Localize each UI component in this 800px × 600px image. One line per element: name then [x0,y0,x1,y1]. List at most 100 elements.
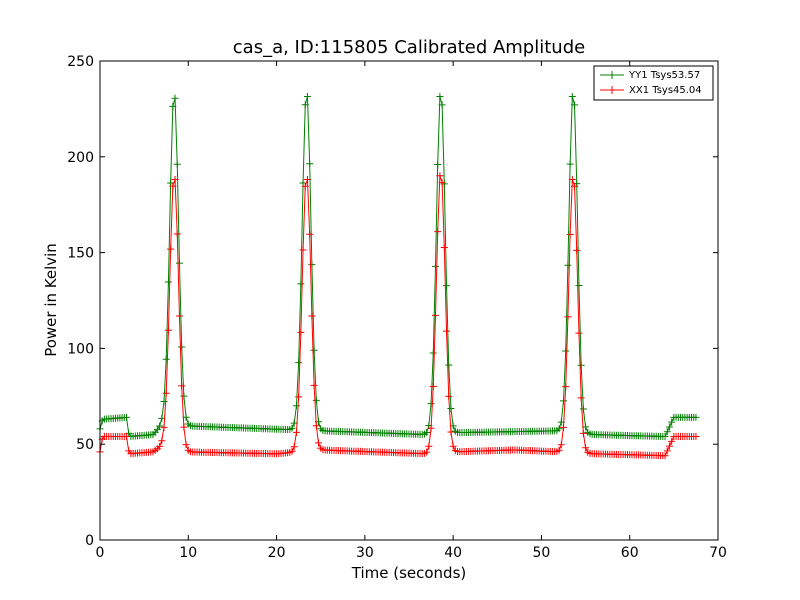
x-tick-label-3: 30 [356,545,374,561]
series-1-point-258 [665,442,673,450]
series-1-point-212 [564,313,572,321]
series-1 [96,172,700,460]
series-1-point-154 [436,172,444,180]
series-1-point-256 [661,452,669,460]
series-1-point-91 [297,328,305,336]
series-0-point-259 [668,418,676,426]
series-1-point-36 [175,312,183,320]
series-1-point-90 [295,393,303,401]
y-tick-label-1: 50 [76,437,94,453]
series-0-point-257 [663,428,671,436]
series-0-point-219 [579,405,587,413]
series-1-point-210 [560,423,567,431]
series-1-point-216 [573,246,581,254]
y-tick-label-4: 200 [67,150,94,166]
series-1-point-153 [434,228,442,236]
series-1-point-30 [162,389,170,397]
series-1-point-27 [156,442,164,450]
x-tick-label-4: 40 [444,545,462,561]
series-1-point-157 [443,327,451,335]
series-1-point-92 [299,246,307,254]
legend-marker-xx1 [608,86,616,94]
series-1-point-98 [312,422,320,430]
series-0-point-153 [434,161,442,169]
series-1-point-89 [292,428,300,436]
series-0-point-150 [427,400,435,408]
x-axis-label: Time (seconds) [351,564,467,582]
legend-box [593,65,714,101]
series-1-point-32 [167,245,175,253]
series-1-point-31 [164,326,172,334]
y-tick-label-0: 0 [85,533,94,549]
series-1-point-156 [440,244,448,252]
series-1-point-270 [692,433,700,441]
series-0-point-212 [564,261,572,269]
series-1-point-96 [308,312,316,320]
series-1-point-35 [173,230,181,238]
series-1-point-219 [579,429,587,437]
legend-label-xx1: XX1 Tsys45.04 [629,85,702,96]
y-tick-label-5: 250 [67,54,94,70]
series-0-point-213 [566,160,574,168]
ticks-layer: 0 10 20 30 40 50 60 70 0 50 100 150 200 250 [67,54,727,561]
series-0-point-154 [436,93,444,101]
series-0-point-29 [160,397,168,405]
series-1-point-213 [566,231,574,239]
legend: YY1 Tsys53.57 XX1 Tsys45.04 [593,65,714,101]
series-1-point-95 [306,230,314,238]
series-0-point-33 [169,102,177,110]
series-1-point-158 [445,392,453,400]
series-1-point-220 [582,444,590,452]
series-1-point-208 [555,446,563,454]
series-0-point-159 [447,405,455,412]
series-0-point-94 [303,92,311,100]
series-0-point-93 [301,101,309,109]
y-tick-label-2: 100 [67,341,94,357]
series-0-point-27 [156,422,164,430]
series-1-point-214 [568,176,576,184]
x-tick-label-1: 10 [179,545,197,561]
series-1-point-152 [431,311,439,319]
series-0-point-151 [429,349,437,357]
series-0-point-26 [153,426,161,434]
series-1-point-160 [449,442,457,450]
series-layer [96,92,700,460]
series-0-point-91 [297,280,305,288]
series-1-point-93 [301,182,309,190]
x-tick-label-2: 20 [268,545,286,561]
series-1-point-215 [571,182,579,190]
series-0-point-158 [445,361,453,369]
series-0-point-157 [443,282,451,290]
series-1-point-257 [663,447,671,455]
series-0-point-36 [175,259,183,267]
series-1-point-155 [438,179,446,187]
x-tick-label-5: 50 [533,545,551,561]
series-0-point-256 [661,433,669,441]
series-1-point-159 [447,428,455,436]
series-0-point-95 [306,160,314,168]
series-0-point-30 [162,355,170,363]
series-0 [96,92,700,441]
series-1-point-149 [425,442,433,450]
series-0-point-90 [295,359,303,367]
series-0-point-38 [180,392,188,400]
series-1-point-88 [290,443,298,451]
series-0-point-208 [555,425,563,433]
series-1-point-28 [158,437,166,445]
legend-marker-yy1 [608,71,616,79]
series-0-point-210 [560,397,567,405]
series-1-point-12 [122,433,130,441]
series-1-point-148 [423,448,431,456]
series-0-point-34 [171,94,179,102]
axes-frame [99,60,719,541]
series-1-point-29 [160,423,168,431]
series-1-point-218 [577,394,585,402]
series-0-point-218 [577,361,585,369]
series-1-point-34 [171,176,179,183]
series-0-point-12 [122,413,130,421]
x-tick-label-6: 60 [621,545,639,561]
series-0-point-214 [568,93,576,101]
series-1-point-209 [557,441,565,449]
chart-title: cas_a, ID:115805 Calibrated Amplitude [233,37,585,58]
